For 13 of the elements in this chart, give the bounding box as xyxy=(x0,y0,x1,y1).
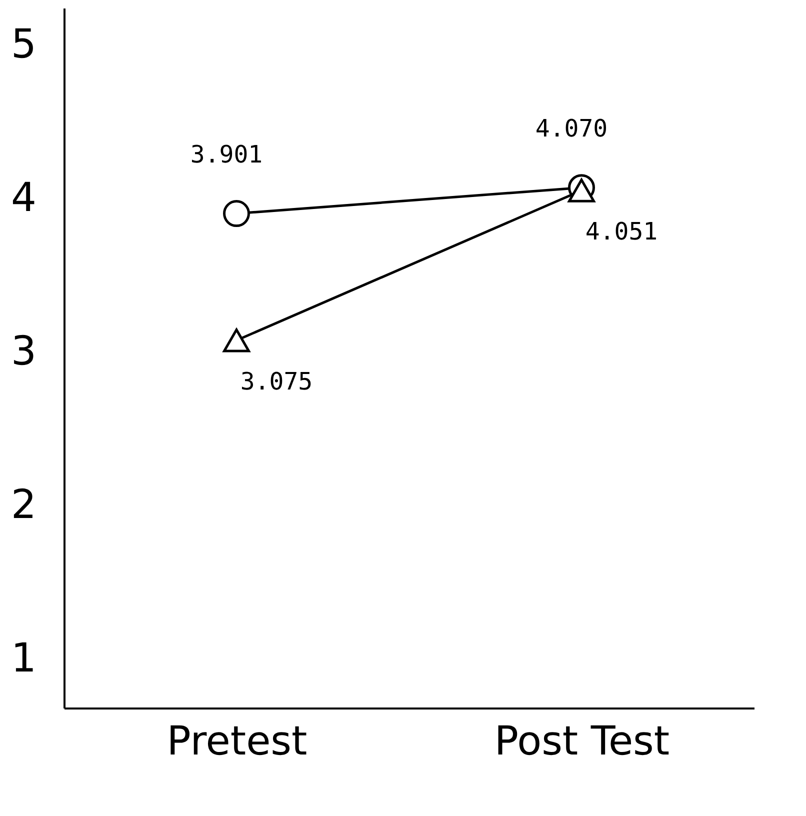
y-tick-label: 1 xyxy=(11,635,36,682)
y-tick-label: 4 xyxy=(11,174,36,221)
y-tick-label: 5 xyxy=(11,21,36,68)
data-label: 3.075 xyxy=(240,367,313,396)
x-tick-label: Pretest xyxy=(166,718,308,764)
y-tick-label: 2 xyxy=(11,482,36,528)
y-tick-label: 3 xyxy=(11,328,36,374)
data-label: 4.070 xyxy=(535,114,608,143)
point xyxy=(568,178,595,202)
x-tick-label: Post Test xyxy=(494,718,670,764)
point xyxy=(223,200,250,228)
data-label: 4.051 xyxy=(585,218,658,246)
data-label: 3.901 xyxy=(190,140,263,169)
